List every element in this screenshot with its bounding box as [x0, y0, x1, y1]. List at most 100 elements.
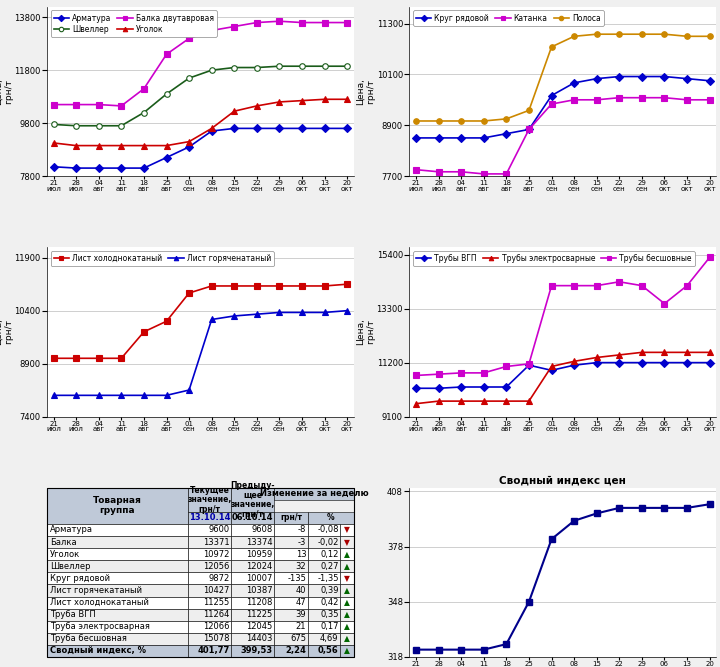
- Text: Швеллер: Швеллер: [50, 562, 91, 571]
- Трубы бесшовные: [706, 253, 714, 261]
- Text: 0,17: 0,17: [320, 622, 338, 631]
- Трубы бесшовные: [683, 281, 691, 289]
- FancyBboxPatch shape: [47, 524, 188, 536]
- Трубы электросварные: [525, 397, 534, 405]
- Арматура: [230, 124, 238, 132]
- Катанка: [570, 96, 578, 104]
- Лист горяченатаный: [49, 392, 58, 400]
- Уголок: [343, 95, 351, 103]
- Text: ▲: ▲: [344, 562, 350, 571]
- Уголок: [140, 141, 148, 149]
- Text: Арматура: Арматура: [50, 526, 93, 534]
- Полоса: [660, 30, 669, 38]
- Text: 11208: 11208: [246, 598, 273, 607]
- FancyBboxPatch shape: [188, 608, 231, 621]
- FancyBboxPatch shape: [274, 512, 308, 524]
- Катанка: [457, 168, 466, 176]
- Line: Швеллер: Швеллер: [51, 63, 350, 129]
- Line: Трубы ВГП: Трубы ВГП: [413, 360, 712, 391]
- Трубы электросварные: [660, 348, 669, 356]
- Y-axis label: Цена,
грн/т: Цена, грн/т: [356, 318, 375, 346]
- FancyBboxPatch shape: [308, 584, 340, 596]
- Балка двутавровая: [207, 27, 216, 35]
- Балка двутавровая: [117, 102, 126, 110]
- Лист горяченатаный: [253, 310, 261, 318]
- Text: 47: 47: [296, 598, 306, 607]
- Полоса: [706, 32, 714, 40]
- Трубы ВГП: [615, 359, 624, 367]
- Полоса: [570, 32, 578, 40]
- FancyBboxPatch shape: [188, 645, 231, 657]
- FancyBboxPatch shape: [274, 645, 308, 657]
- Уголок: [297, 97, 306, 105]
- Уголок: [94, 141, 103, 149]
- Лист холоднокатаный: [253, 282, 261, 290]
- Text: 0,39: 0,39: [320, 586, 338, 595]
- Legend: Трубы ВГП, Трубы электросварные, Трубы бесшовные: Трубы ВГП, Трубы электросварные, Трубы б…: [413, 251, 695, 266]
- Круг рядовой: [637, 73, 646, 81]
- FancyBboxPatch shape: [308, 645, 340, 657]
- Text: 10007: 10007: [246, 574, 273, 583]
- FancyBboxPatch shape: [274, 621, 308, 633]
- Швеллер: [140, 109, 148, 117]
- Text: 675: 675: [290, 634, 306, 644]
- Круг рядовой: [502, 129, 510, 137]
- Трубы электросварные: [457, 397, 466, 405]
- FancyBboxPatch shape: [340, 560, 354, 572]
- Балка двутавровая: [230, 23, 238, 31]
- Арматура: [49, 163, 58, 171]
- Полоса: [547, 43, 556, 51]
- Text: Предыду-
щее
значение,
грн/т: Предыду- щее значение, грн/т: [230, 481, 275, 519]
- Катанка: [660, 93, 669, 101]
- Трубы бесшовные: [660, 299, 669, 307]
- Лист холоднокатаный: [343, 280, 351, 288]
- Text: 0,35: 0,35: [320, 610, 338, 619]
- Legend: Арматура, Швеллер, Балка двутавровая, Уголок: Арматура, Швеллер, Балка двутавровая, Уг…: [50, 11, 217, 37]
- Line: Балка двутавровая: Балка двутавровая: [51, 19, 350, 109]
- FancyBboxPatch shape: [231, 584, 274, 596]
- Балка двутавровая: [275, 17, 284, 25]
- FancyBboxPatch shape: [47, 633, 188, 645]
- Text: Товарная
группа: Товарная группа: [93, 496, 142, 515]
- FancyBboxPatch shape: [47, 488, 188, 524]
- Legend: Круг рядовой, Катанка, Полоса: Круг рядовой, Катанка, Полоса: [413, 11, 604, 25]
- Трубы бесшовные: [434, 370, 443, 378]
- FancyBboxPatch shape: [47, 596, 188, 608]
- FancyBboxPatch shape: [308, 560, 340, 572]
- FancyBboxPatch shape: [47, 645, 188, 657]
- Трубы ВГП: [480, 383, 488, 391]
- Лист холоднокатаный: [94, 354, 103, 362]
- FancyBboxPatch shape: [308, 512, 354, 524]
- Швеллер: [253, 63, 261, 71]
- Уголок: [253, 102, 261, 110]
- Балка двутавровая: [253, 19, 261, 27]
- Text: 9872: 9872: [208, 574, 230, 583]
- Трубы электросварные: [480, 397, 488, 405]
- FancyBboxPatch shape: [340, 572, 354, 584]
- Балка двутавровая: [297, 19, 306, 27]
- Полоса: [412, 117, 420, 125]
- Text: ▲: ▲: [344, 610, 350, 619]
- Балка двутавровая: [94, 101, 103, 109]
- FancyBboxPatch shape: [231, 572, 274, 584]
- Text: Круг рядовой: Круг рядовой: [50, 574, 110, 583]
- Круг рядовой: [547, 91, 556, 99]
- Text: ▲: ▲: [344, 634, 350, 644]
- FancyBboxPatch shape: [231, 645, 274, 657]
- Лист холоднокатаный: [140, 328, 148, 336]
- Лист горяченатаный: [185, 386, 194, 394]
- Трубы бесшовные: [412, 372, 420, 380]
- Text: 11255: 11255: [203, 598, 230, 607]
- Лист горяченатаный: [343, 307, 351, 315]
- Text: 12056: 12056: [203, 562, 230, 571]
- Text: ▲: ▲: [344, 550, 350, 559]
- FancyBboxPatch shape: [231, 488, 274, 512]
- Арматура: [275, 124, 284, 132]
- Круг рядовой: [706, 77, 714, 85]
- Полоса: [615, 30, 624, 38]
- FancyBboxPatch shape: [47, 608, 188, 621]
- Катанка: [683, 96, 691, 104]
- Трубы электросварные: [683, 348, 691, 356]
- Арматура: [320, 124, 329, 132]
- Text: Лист горячекатаный: Лист горячекатаный: [50, 586, 142, 595]
